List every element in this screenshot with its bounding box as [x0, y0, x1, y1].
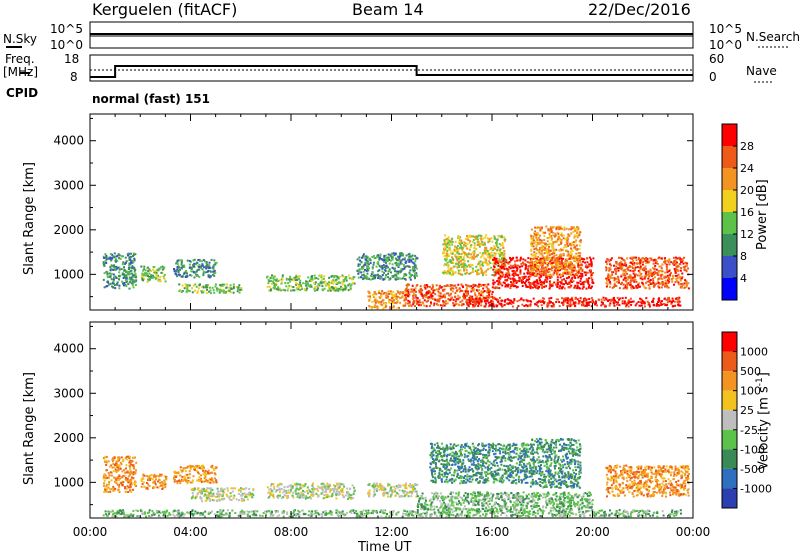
velocity-xtick-label: 04:00	[173, 525, 208, 539]
velocity-colorbar-segment	[722, 391, 737, 411]
power-colorbar-tick-label: 8	[740, 250, 747, 263]
nsearch-label: N.Search	[746, 30, 800, 44]
power-colorbar-tick-label: 16	[740, 206, 754, 219]
power-ytick-label: 3000	[53, 178, 84, 192]
velocity-colorbar-segment	[722, 332, 737, 352]
top-panels	[6, 22, 790, 82]
velocity-panel: 4000 3000 2000 1000 00:00 04:00 08:00 12:00 16:0…	[53, 322, 710, 539]
velocity-colorbar-segment	[722, 449, 737, 469]
velocity-xtick-label: 00:00	[676, 525, 711, 539]
nave-tick-top: 60	[709, 52, 724, 66]
power-colorbar-segment	[722, 190, 737, 212]
cpid-label: CPID	[6, 86, 38, 100]
nsky-tick-top: 10^5	[50, 22, 83, 36]
velocity-colorbar-tick-label: -1000	[740, 482, 772, 495]
velocity-ytick-label: 4000	[53, 342, 84, 356]
velocity-colorbar-segment	[722, 352, 737, 372]
nsky-label: N.Sky	[3, 32, 37, 46]
power-colorbar-segment	[722, 256, 737, 278]
velocity-colorbar-segment	[722, 469, 737, 489]
nsearch-tick-bottom: 10^0	[709, 38, 742, 52]
velocity-ytick-label: 1000	[53, 475, 84, 489]
power-ylabel: Slant Range [km]	[22, 162, 37, 275]
nsky-tick-bottom: 10^0	[50, 38, 83, 52]
radar-title: Kerguelen (fitACF)	[92, 0, 237, 19]
power-panel: 4000 3000 2000 1000	[53, 114, 693, 310]
velocity-colorbar-tick-label: 1000	[740, 346, 768, 359]
power-colorbar-tick-label: 20	[740, 184, 754, 197]
power-colorbar-segment	[722, 278, 737, 300]
velocity-xtick-label: 20:00	[575, 525, 610, 539]
power-colorbar-tick-label: 28	[740, 140, 754, 153]
freq-label: Freq.	[5, 52, 35, 66]
velocity-xtick-label: 12:00	[374, 525, 409, 539]
nave-tick-bottom: 0	[709, 70, 717, 84]
velocity-xtick-label: 16:00	[475, 525, 510, 539]
velocity-colorbar-segment	[722, 488, 737, 508]
freq-line	[90, 66, 693, 77]
power-colorbar-tick-label: 12	[740, 228, 754, 241]
freq-tick-bottom: 8	[70, 70, 78, 84]
velocity-ytick-label: 3000	[53, 386, 84, 400]
freq-unit: [MHz]	[3, 65, 38, 79]
power-colorbar-tick-label: 4	[740, 272, 747, 285]
beam-label: Beam 14	[352, 0, 424, 19]
power-colorbar-segment	[722, 146, 737, 168]
velocity-xtick-label: 08:00	[274, 525, 309, 539]
nsearch-tick-top: 10^5	[709, 22, 742, 36]
x-axis-label: Time UT	[358, 540, 411, 555]
velocity-colorbar-segment	[722, 410, 737, 430]
freq-panel-frame	[90, 55, 693, 81]
velocity-ylabel: Slant Range [km]	[22, 372, 37, 485]
power-colorbar-label: Power [dB]	[755, 179, 770, 250]
freq-tick-top: 18	[64, 52, 79, 66]
velocity-ytick-label: 2000	[53, 431, 84, 445]
date-label: 22/Dec/2016	[588, 0, 691, 19]
power-ytick-label: 4000	[53, 134, 84, 148]
power-ytick-label: 2000	[53, 223, 84, 237]
power-frame	[90, 114, 693, 310]
power-colorbar-tick-label: 24	[740, 162, 754, 175]
velocity-colorbar-tick-label: 25	[740, 404, 754, 417]
velocity-colorbar-segment	[722, 430, 737, 450]
power-colorbar-segment	[722, 212, 737, 234]
power-colorbar-segment	[722, 234, 737, 256]
power-ytick-label: 1000	[53, 267, 84, 281]
velocity-xtick-label: 00:00	[73, 525, 108, 539]
power-colorbar-segment	[722, 168, 737, 190]
power-colorbar-segment	[722, 124, 737, 146]
velocity-colorbar-label: Velocity [m s-1]	[755, 372, 771, 470]
cpid-value: normal (fast) 151	[92, 92, 210, 106]
velocity-colorbar-segment	[722, 371, 737, 391]
nave-label: Nave	[746, 64, 777, 78]
